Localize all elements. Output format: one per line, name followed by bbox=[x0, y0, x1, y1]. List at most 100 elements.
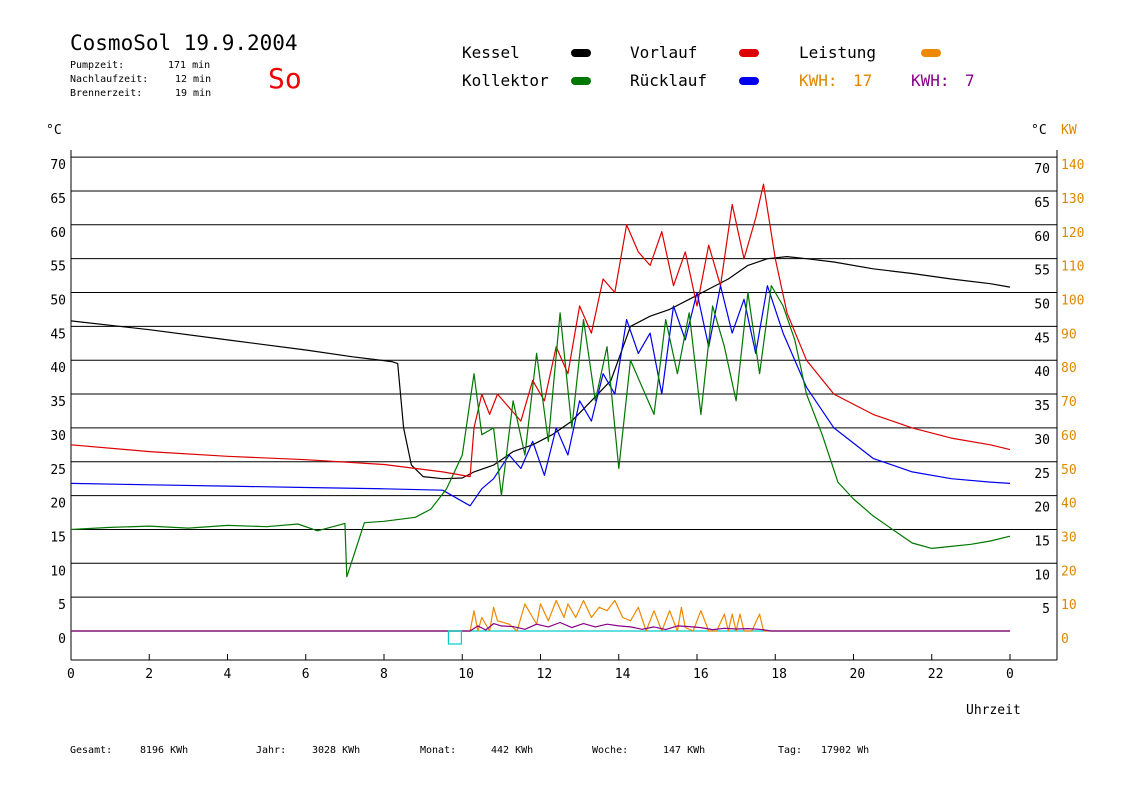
legend-swatch-ruecklauf bbox=[739, 77, 759, 85]
footer-label: Gesamt: bbox=[70, 745, 112, 756]
footer-value: 17902 Wh bbox=[821, 745, 869, 756]
x-tick-label: 18 bbox=[771, 667, 787, 682]
y-tick-label-left: 45 bbox=[50, 327, 66, 342]
marker bbox=[447, 630, 463, 645]
y-tick-label-left: 25 bbox=[50, 463, 66, 478]
stats-block: Pumpzeit: 171 min Nachlaufzeit: 12 min B… bbox=[70, 60, 211, 99]
y-tick-label-kw: 50 bbox=[1061, 463, 1077, 478]
y-tick-label-left: 5 bbox=[58, 598, 66, 613]
y-tick-label-right: 70 bbox=[1034, 162, 1050, 177]
legend-swatch-kessel bbox=[571, 49, 591, 57]
legend: Kessel Vorlauf Leistung Kollektor Rückla… bbox=[462, 43, 975, 90]
footer-label: Monat: bbox=[420, 745, 456, 756]
series-line-kollektor bbox=[70, 285, 1011, 578]
y-tick-label-kw: 10 bbox=[1061, 598, 1077, 613]
y-tick-label-right: 15 bbox=[1034, 534, 1050, 549]
y-right-unit: °C bbox=[1031, 123, 1047, 138]
kwh-value-orange: 17 bbox=[853, 71, 872, 90]
y-tick-label-left: 55 bbox=[50, 260, 66, 275]
y-tick-label-kw: 130 bbox=[1061, 192, 1084, 207]
footer-value: 147 KWh bbox=[663, 745, 705, 756]
footer-label: Jahr: bbox=[256, 745, 286, 756]
y-tick-label-right: 40 bbox=[1034, 365, 1050, 380]
y-tick-label-left: 20 bbox=[50, 497, 66, 512]
legend-label-ruecklauf: Rücklauf bbox=[630, 71, 707, 90]
y-tick-label-left: 40 bbox=[50, 361, 66, 376]
legend-label-kollektor: Kollektor bbox=[462, 71, 549, 90]
footer-totals: Gesamt: 8196 KWh Jahr: 3028 KWh Monat: 4… bbox=[70, 745, 869, 756]
series-line-kwh-7 bbox=[71, 621, 1010, 632]
footer-value: 3028 KWh bbox=[312, 745, 360, 756]
stat-value: 19 min bbox=[175, 88, 211, 99]
y-tick-label-kw: 110 bbox=[1061, 260, 1084, 275]
x-axis-label: Uhrzeit bbox=[966, 703, 1021, 718]
y-tick-label-left: 0 bbox=[58, 632, 66, 647]
x-tick-label: 22 bbox=[928, 667, 944, 682]
kwh-value-purple: 7 bbox=[965, 71, 975, 90]
x-tick-label: 12 bbox=[537, 667, 553, 682]
x-tick-label: 20 bbox=[850, 667, 866, 682]
footer-label: Tag: bbox=[778, 745, 802, 756]
y-tick-label-right: 55 bbox=[1034, 264, 1050, 279]
x-tick-label: 10 bbox=[458, 667, 474, 682]
stat-label: Pumpzeit: bbox=[70, 60, 124, 71]
y-tick-label-left: 15 bbox=[50, 530, 66, 545]
stat-value: 171 min bbox=[168, 60, 210, 71]
axes bbox=[70, 150, 1058, 661]
grid-lines bbox=[71, 156, 1057, 632]
y-tick-label-left: 65 bbox=[50, 192, 66, 207]
y-left-unit: °C bbox=[46, 123, 62, 138]
y-tick-label-right: 5 bbox=[1042, 602, 1050, 617]
legend-label-kessel: Kessel bbox=[462, 43, 520, 62]
y-tick-label-kw: 140 bbox=[1061, 158, 1084, 173]
y-tick-label-kw: 0 bbox=[1061, 632, 1069, 647]
x-tick-label: 0 bbox=[1006, 667, 1014, 682]
x-tick-label: 8 bbox=[380, 667, 388, 682]
y-tick-label-right: 10 bbox=[1034, 568, 1050, 583]
y-tick-label-left: 50 bbox=[50, 294, 66, 309]
data-series bbox=[70, 183, 1011, 632]
x-tick-label: 6 bbox=[302, 667, 310, 682]
y-tick-label-right: 35 bbox=[1034, 399, 1050, 414]
footer-value: 8196 KWh bbox=[140, 745, 188, 756]
y-right2-unit: KW bbox=[1061, 123, 1077, 138]
x-tick-label: 14 bbox=[615, 667, 631, 682]
tick-labels: 0 2 4 6 8 10 12 14 16 18 20 22 005101520253035404550… bbox=[50, 158, 1084, 682]
stat-label: Brennerzeit: bbox=[70, 88, 142, 99]
kwh-label-purple: KWH: bbox=[911, 71, 950, 90]
series-line-leistung bbox=[71, 599, 1010, 632]
kwh-label-orange: KWH: bbox=[799, 71, 838, 90]
y-tick-label-left: 10 bbox=[50, 564, 66, 579]
y-tick-label-kw: 30 bbox=[1061, 530, 1077, 545]
legend-swatch-kollektor bbox=[571, 77, 591, 85]
y-tick-label-left: 60 bbox=[50, 226, 66, 241]
y-tick-label-left: 35 bbox=[50, 395, 66, 410]
legend-swatch-vorlauf bbox=[739, 49, 759, 57]
y-tick-label-left: 70 bbox=[50, 158, 66, 173]
y-tick-label-kw: 20 bbox=[1061, 564, 1077, 579]
y-tick-label-right: 25 bbox=[1034, 467, 1050, 482]
y-tick-label-kw: 100 bbox=[1061, 294, 1084, 309]
stat-value: 12 min bbox=[175, 74, 211, 85]
footer-label: Woche: bbox=[592, 745, 628, 756]
marker-square bbox=[447, 630, 463, 645]
y-tick-label-right: 45 bbox=[1034, 331, 1050, 346]
x-tick-label: 4 bbox=[224, 667, 232, 682]
y-tick-label-left: 30 bbox=[50, 429, 66, 444]
legend-label-leistung: Leistung bbox=[799, 43, 876, 62]
day-label: So bbox=[268, 62, 302, 95]
y-tick-label-kw: 40 bbox=[1061, 497, 1077, 512]
legend-label-vorlauf: Vorlauf bbox=[630, 43, 697, 62]
legend-swatch-leistung bbox=[921, 49, 941, 57]
y-tick-label-right: 60 bbox=[1034, 230, 1050, 245]
y-tick-label-right: 20 bbox=[1034, 501, 1050, 516]
y-tick-label-kw: 90 bbox=[1061, 327, 1077, 342]
x-tick-label: 0 bbox=[67, 667, 75, 682]
series-line-kessel bbox=[70, 256, 1011, 480]
y-tick-label-kw: 60 bbox=[1061, 429, 1077, 444]
x-tick-label: 2 bbox=[145, 667, 153, 682]
x-tick-label: 16 bbox=[693, 667, 709, 682]
y-tick-label-right: 30 bbox=[1034, 433, 1050, 448]
y-tick-label-right: 65 bbox=[1034, 196, 1050, 211]
